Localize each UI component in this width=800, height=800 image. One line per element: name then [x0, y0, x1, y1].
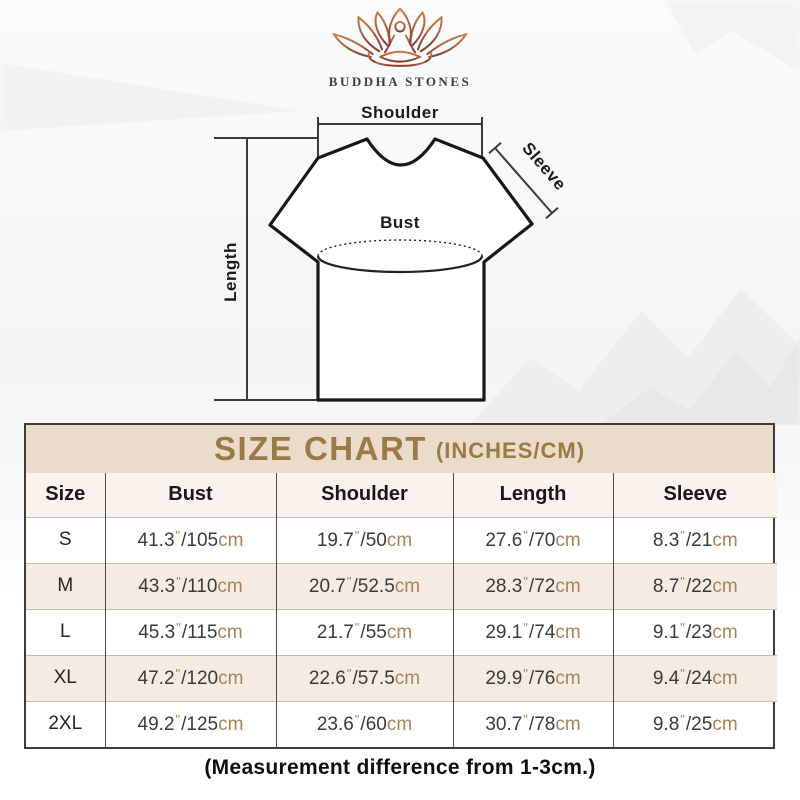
size-cell: S [26, 516, 106, 563]
length-measurement-cell: 28.3"/72cm [453, 562, 614, 609]
length-measurement-cell: 27.6"/70cm [453, 516, 614, 563]
shoulder-measurement-cell: 19.7"/50cm [276, 516, 454, 563]
shoulder-measurement-cell: 20.7"/52.5cm [276, 562, 454, 609]
sleeve-measurement-cell: 8.3"/21cm [613, 516, 777, 563]
column-header: Length [453, 473, 614, 517]
bust-measurement-cell: 41.3"/105cm [105, 516, 277, 563]
tshirt-outline [268, 137, 534, 402]
column-header: Shoulder [276, 473, 454, 517]
column-header: Bust [105, 473, 277, 517]
sleeve-measure-line [494, 147, 553, 214]
bust-line-solid [316, 255, 484, 274]
size-chart-panel: SIZE CHART (INCHES/CM) Size Bust Shoulder L… [24, 423, 777, 749]
measurement-note: (Measurement difference from 1-3cm.) [204, 756, 596, 779]
bust-measurement-cell: 49.2"/125cm [105, 700, 277, 747]
sleeve-measurement-cell: 9.8"/25cm [613, 700, 777, 747]
shoulder-measurement-cell: 22.6"/57.5cm [276, 654, 454, 701]
brand-name: BUDDHA STONES [328, 74, 472, 89]
sleeve-label: Sleeve [518, 139, 570, 194]
sleeve-measurement-cell: 9.4"/24cm [613, 654, 777, 701]
length-measurement-cell: 30.7"/78cm [453, 700, 614, 747]
length-measurement-cell: 29.9"/76cm [453, 654, 614, 701]
lotus-meditation-icon [331, 7, 469, 67]
size-chart-table: Size Bust Shoulder Length Sleeve S 41.3"/105c… [26, 473, 777, 747]
size-cell: 2XL [26, 700, 106, 747]
tshirt-measurement-diagram: Shoulder Bust Length Sleeve [0, 100, 800, 420]
shoulder-measurement-cell: 23.6"/60cm [276, 700, 454, 747]
table-row: M 43.3"/110cm 20.7"/52.5cm 28.3"/72cm 8.7"/2… [26, 562, 777, 609]
table-header-row: Size Bust Shoulder Length Sleeve [26, 473, 777, 517]
length-label: Length [221, 242, 240, 302]
bust-measurement-cell: 43.3"/110cm [105, 562, 277, 609]
table-row: L 45.3"/115cm 21.7"/55cm 29.1"/74cm 9.1"/23c… [26, 608, 777, 655]
bust-measurement-cell: 47.2"/120cm [105, 654, 277, 701]
length-measurement-cell: 29.1"/74cm [453, 608, 614, 655]
size-chart-title-main: SIZE CHART [213, 430, 427, 467]
table-row: 2XL 49.2"/125cm 23.6"/60cm 30.7"/78cm 9.8"/2… [26, 700, 777, 747]
shoulder-measurement-cell: 21.7"/55cm [276, 608, 454, 655]
size-chart-title: SIZE CHART (INCHES/CM) [26, 425, 773, 473]
sleeve-measurement-cell: 8.7"/22cm [613, 562, 777, 609]
brand-logo: BUDDHA STONES [0, 6, 800, 90]
shoulder-label: Shoulder [361, 103, 439, 122]
size-cell: M [26, 562, 106, 609]
bust-label: Bust [380, 213, 420, 232]
size-chart-title-units: (INCHES/CM) [435, 438, 586, 463]
bust-line-dotted [317, 239, 483, 257]
table-row: XL 47.2"/120cm 22.6"/57.5cm 29.9"/76cm 9.4"/… [26, 654, 777, 701]
table-row: S 41.3"/105cm 19.7"/50cm 27.6"/70cm 8.3"/21c… [26, 516, 777, 563]
column-header: Size [26, 473, 106, 517]
sleeve-measurement-cell: 9.1"/23cm [613, 608, 777, 655]
column-header: Sleeve [613, 473, 777, 517]
size-cell: L [26, 608, 106, 655]
bust-measurement-cell: 45.3"/115cm [105, 608, 277, 655]
size-cell: XL [26, 654, 106, 701]
